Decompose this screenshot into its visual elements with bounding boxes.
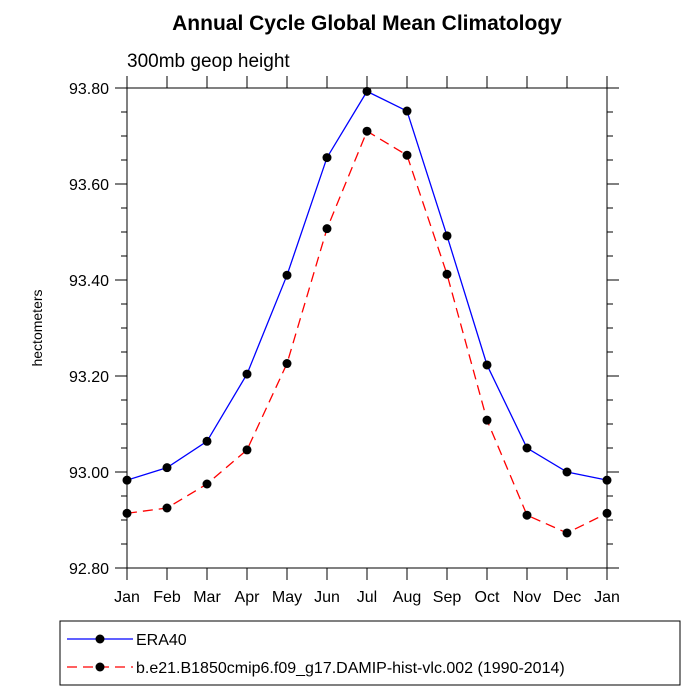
data-point — [522, 510, 532, 520]
data-point — [562, 528, 572, 538]
data-point — [562, 467, 572, 477]
chart-title: Annual Cycle Global Mean Climatology — [172, 12, 562, 35]
x-tick-label: Oct — [475, 589, 500, 606]
data-point — [402, 150, 412, 160]
data-point — [362, 86, 372, 96]
data-point — [202, 436, 212, 446]
series-2 — [122, 126, 612, 538]
y-tick-label: 93.00 — [69, 465, 109, 482]
data-point — [362, 126, 372, 136]
legend-label-1: ERA40 — [136, 632, 187, 649]
data-point — [242, 369, 252, 379]
data-point — [442, 269, 452, 279]
data-point — [162, 463, 172, 473]
y-tick-label: 93.80 — [69, 81, 109, 98]
x-tick-label: Nov — [513, 589, 541, 606]
y-tick-label: 93.60 — [69, 177, 109, 194]
legend-box — [59, 620, 681, 686]
plot-frame — [126, 87, 608, 569]
legend-marker-1 — [95, 634, 105, 644]
x-tick-label: Jun — [314, 589, 340, 606]
data-point — [282, 359, 292, 369]
data-point — [242, 445, 252, 455]
series-1 — [122, 86, 612, 485]
data-point — [322, 224, 332, 234]
x-tick-label: Jan — [114, 589, 140, 606]
data-point — [522, 443, 532, 453]
data-point — [442, 231, 452, 241]
data-point — [482, 360, 492, 370]
data-point — [162, 503, 172, 513]
legend-marker-2 — [95, 662, 105, 672]
y-tick-label: 93.40 — [69, 273, 109, 290]
x-tick-label: Feb — [153, 589, 181, 606]
x-tick-label: Jul — [357, 589, 377, 606]
legend: ERA40 b.e21.B1850cmip6.f09_g17.DAMIP-hist… — [59, 620, 681, 686]
y-tick-label: 93.20 — [69, 369, 109, 386]
legend-label-2: b.e21.B1850cmip6.f09_g17.DAMIP-hist-vlc.… — [136, 660, 565, 677]
x-tick-label: Mar — [193, 589, 221, 606]
x-tick-label: Aug — [393, 589, 421, 606]
x-tick-label: Jan — [594, 589, 620, 606]
x-tick-label: Apr — [235, 589, 261, 606]
chart-subtitle: 300mb geop height — [127, 51, 290, 72]
y-tick-label: 92.80 — [69, 561, 109, 578]
series-line — [126, 90, 608, 481]
y-axis-label: hectometers — [29, 289, 45, 366]
data-point — [202, 479, 212, 489]
data-point — [482, 415, 492, 425]
data-point — [282, 270, 292, 280]
data-point — [322, 153, 332, 163]
x-tick-label: Dec — [553, 589, 581, 606]
x-tick-label: Sep — [433, 589, 462, 606]
x-tick-label: May — [272, 589, 302, 606]
series-line — [126, 130, 608, 534]
data-point — [402, 106, 412, 116]
